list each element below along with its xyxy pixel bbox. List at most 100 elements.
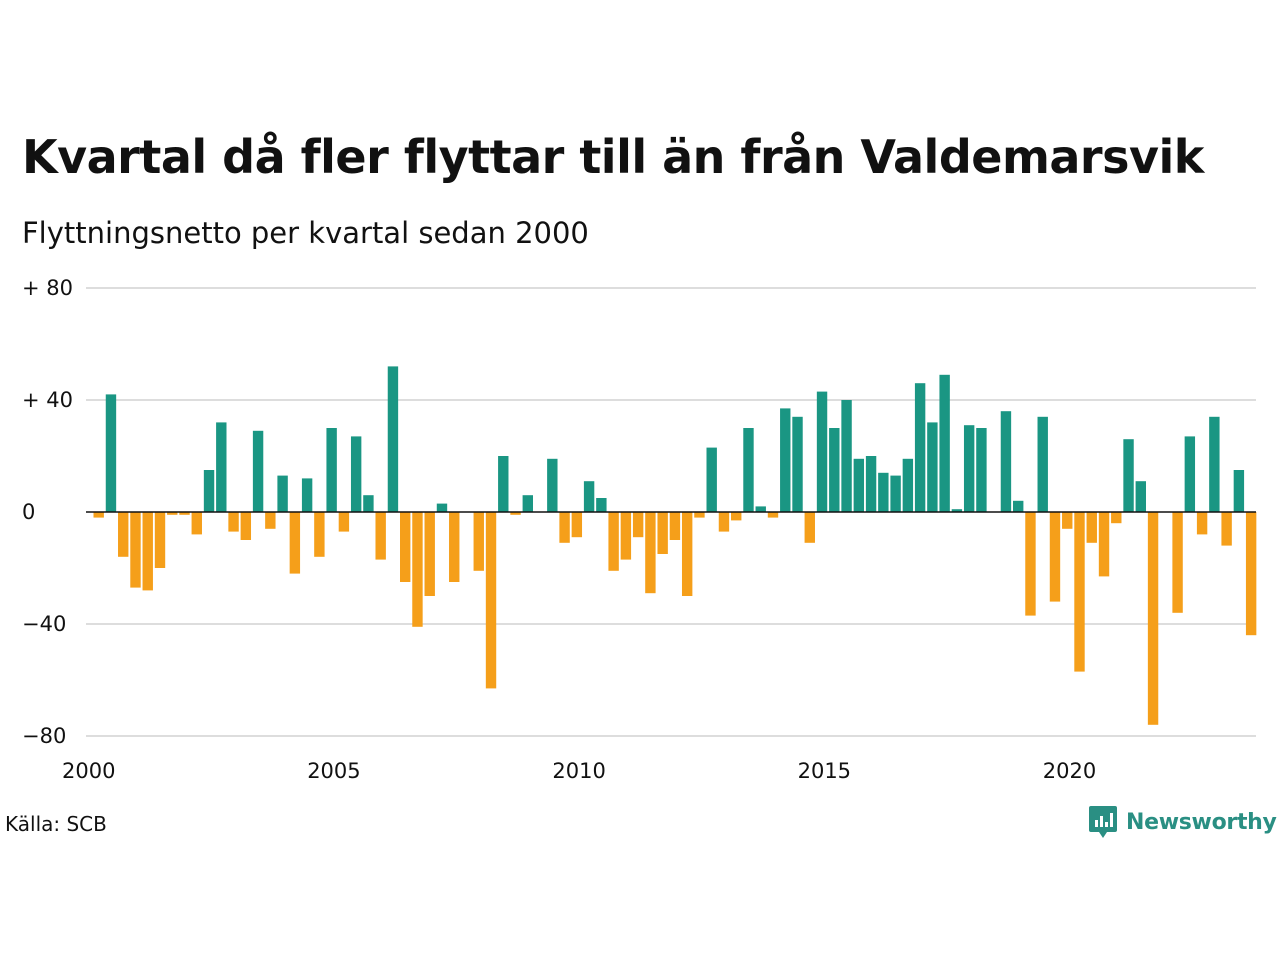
bar: [914, 383, 926, 512]
x-tick-label: 2015: [798, 759, 851, 783]
bar: [976, 428, 987, 512]
bar: [326, 428, 337, 512]
bar: [400, 512, 411, 582]
bar: [130, 512, 141, 588]
bar: [1209, 416, 1220, 512]
bar: [289, 512, 301, 574]
bar: [804, 512, 815, 543]
axis-labels: + 80 + 40 0 −40 −80 2000 2005 2010 2015 2020: [22, 276, 1096, 783]
bar: [620, 512, 632, 560]
bar: [1025, 512, 1036, 616]
bar: [902, 458, 914, 512]
bars: [93, 366, 1257, 725]
bar: [363, 495, 374, 512]
bar: [154, 512, 166, 568]
bar: [1184, 436, 1196, 512]
bar: [939, 374, 950, 512]
bar: [718, 512, 730, 532]
y-tick-label: −40: [22, 612, 66, 636]
bar: [559, 512, 570, 543]
bar: [829, 428, 840, 512]
x-tick-label: 2020: [1043, 759, 1096, 783]
bar: [816, 391, 828, 512]
y-tick-label: −80: [22, 724, 66, 748]
bar: [314, 512, 325, 557]
y-tick-label: + 40: [22, 388, 73, 412]
bar: [1147, 512, 1159, 725]
bar: [1135, 481, 1146, 512]
bar: [1111, 512, 1122, 524]
bar: [118, 512, 129, 557]
bar: [350, 436, 362, 512]
chart-title: Kvartal då fler flyttar till än från Val…: [22, 130, 1204, 184]
brand-logo: Newsworthy: [1088, 805, 1277, 839]
bar: [645, 512, 656, 594]
bar: [767, 512, 779, 518]
bar: [681, 512, 693, 596]
bar: [105, 394, 117, 512]
x-tick-label: 2010: [552, 759, 605, 783]
x-tick-label: 2005: [307, 759, 360, 783]
bar: [142, 512, 153, 591]
bar: [1221, 512, 1232, 546]
y-tick-label: + 80: [22, 276, 73, 300]
bar: [865, 456, 877, 512]
bar: [1098, 512, 1110, 577]
bar: [252, 430, 264, 512]
bar: [1123, 439, 1134, 512]
bar: [1086, 512, 1097, 543]
bar-chart-bubble-icon: [1089, 806, 1117, 838]
bar: [743, 428, 754, 512]
bar: [265, 512, 276, 529]
bar: [93, 512, 104, 518]
bar: [878, 472, 889, 512]
bar: [1013, 500, 1024, 512]
bar: [338, 512, 350, 532]
bar: [780, 408, 791, 512]
brand-name: Newsworthy: [1126, 809, 1277, 835]
bar: [1062, 512, 1073, 529]
bar: [301, 478, 313, 512]
bar: [436, 503, 448, 512]
chart-subtitle: Flyttningsnetto per kvartal sedan 2000: [22, 216, 589, 250]
bar: [412, 512, 423, 627]
source-label: Källa: SCB: [5, 812, 107, 836]
bar: [179, 512, 190, 515]
bar: [731, 512, 742, 521]
bar: [853, 458, 865, 512]
bar: [1196, 512, 1208, 535]
bar: [694, 512, 705, 518]
bar: [375, 512, 386, 560]
bar: [473, 512, 484, 571]
bar: [792, 416, 803, 512]
bar: [228, 512, 239, 532]
x-tick-label: 2000: [62, 759, 115, 783]
bar: [596, 498, 607, 512]
bar: [608, 512, 619, 571]
bar: [927, 422, 938, 512]
bar: [755, 506, 766, 512]
bar: [1172, 512, 1183, 613]
bar: [951, 509, 963, 512]
bar: [449, 512, 460, 582]
bar: [485, 512, 497, 689]
bar: [669, 512, 681, 540]
bar: [167, 512, 178, 515]
bar: [424, 512, 435, 596]
bar: [498, 456, 509, 512]
bar: [841, 400, 852, 512]
bar: [387, 366, 399, 512]
bar: [277, 475, 288, 512]
bar: [547, 458, 558, 512]
bar: [706, 447, 717, 512]
y-tick-label: 0: [22, 500, 35, 524]
bar: [1074, 512, 1085, 672]
grid-lines: [86, 287, 1256, 737]
bar: [203, 470, 215, 512]
bar: [1049, 512, 1061, 602]
bar: [216, 422, 227, 512]
bar: [1245, 512, 1257, 636]
bar: [1037, 416, 1048, 512]
bar: [632, 512, 644, 538]
